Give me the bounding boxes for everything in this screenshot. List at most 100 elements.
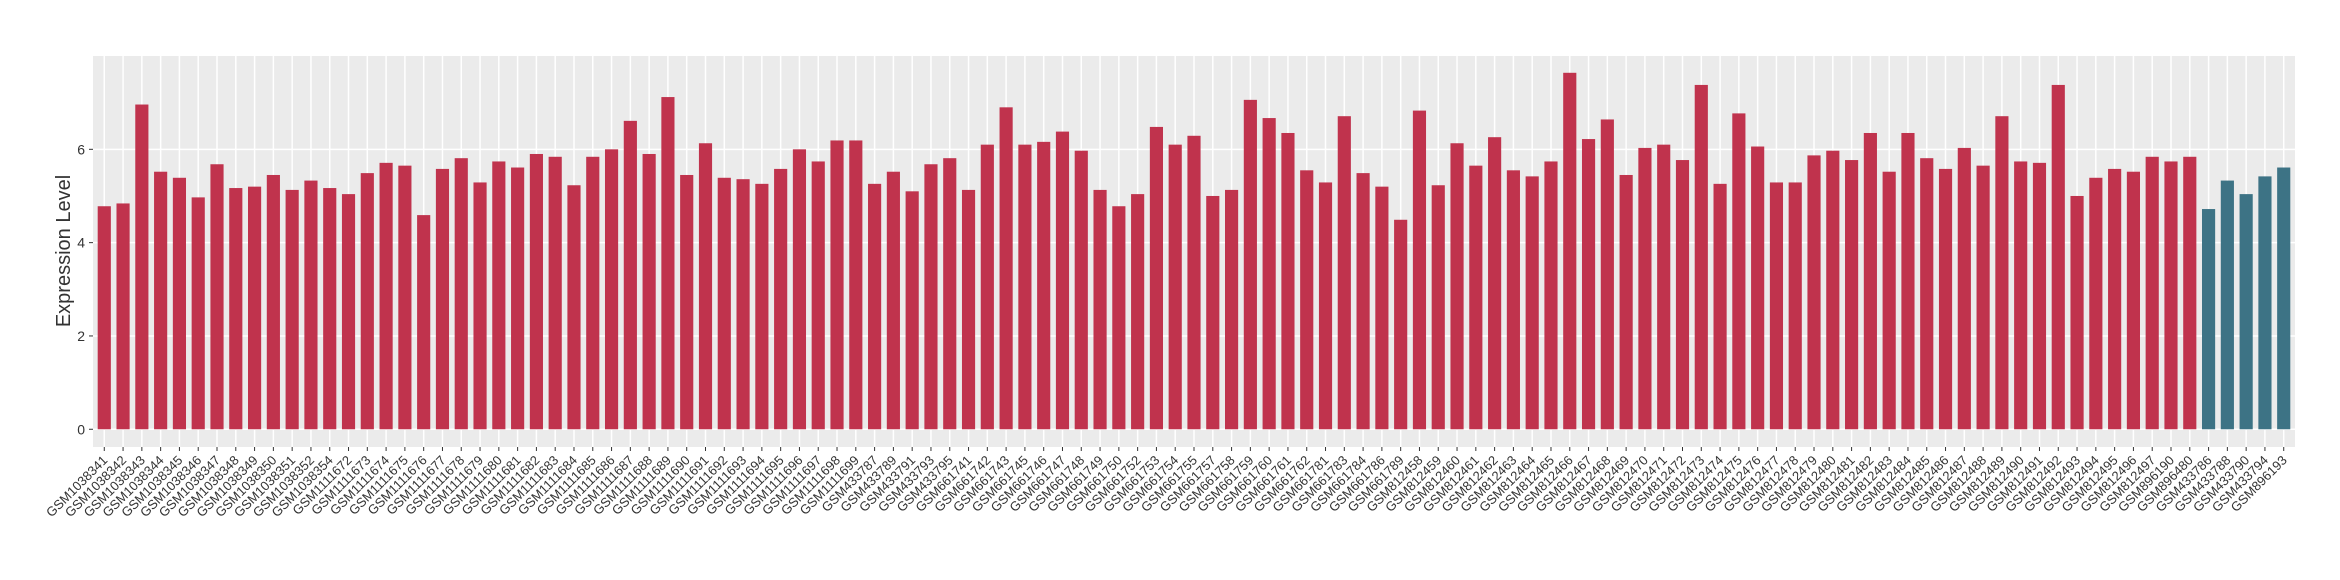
bar xyxy=(304,180,318,430)
bar xyxy=(341,194,356,430)
bar xyxy=(1206,195,1220,430)
y-tick-label: 0 xyxy=(77,421,85,437)
bar xyxy=(172,177,187,430)
bar xyxy=(774,168,788,430)
bar xyxy=(1375,186,1389,430)
bar xyxy=(1412,110,1427,430)
bar xyxy=(1920,158,1934,430)
bar xyxy=(811,161,825,430)
bar xyxy=(1845,160,1859,430)
bar xyxy=(1131,194,1145,430)
bar xyxy=(1657,144,1671,430)
bar xyxy=(1337,116,1351,430)
bar xyxy=(454,158,468,430)
bar xyxy=(943,158,957,430)
bar xyxy=(736,179,750,430)
bar xyxy=(266,174,280,430)
bar xyxy=(623,120,637,430)
bar xyxy=(792,149,807,430)
bar xyxy=(1469,165,1483,430)
bar xyxy=(980,144,994,430)
bar xyxy=(1431,185,1445,430)
bar xyxy=(661,97,675,430)
bar xyxy=(1807,155,1821,430)
bar xyxy=(1281,132,1295,430)
bar xyxy=(2258,176,2272,430)
y-tick-label: 6 xyxy=(77,141,85,157)
bar xyxy=(999,107,1013,430)
bar xyxy=(2014,161,2028,430)
bar xyxy=(755,183,769,430)
bar xyxy=(529,153,543,430)
bar xyxy=(1018,144,1032,430)
bar xyxy=(1318,182,1333,430)
bar xyxy=(680,174,694,430)
bar xyxy=(210,164,224,430)
bar xyxy=(1225,189,1239,430)
bar xyxy=(1732,113,1746,430)
bar xyxy=(1751,146,1765,430)
bar xyxy=(1938,168,1953,430)
bar xyxy=(1262,118,1276,430)
bar xyxy=(1074,150,1088,430)
y-tick-label: 4 xyxy=(77,235,85,251)
bar xyxy=(1168,144,1182,430)
bar xyxy=(868,183,882,430)
bar xyxy=(1112,206,1126,430)
bar xyxy=(1300,170,1314,430)
bar xyxy=(323,188,337,430)
bar xyxy=(1149,126,1163,430)
bar xyxy=(849,140,863,430)
bar xyxy=(1882,171,1896,430)
bar xyxy=(2108,168,2122,430)
bar xyxy=(1055,131,1070,430)
bar xyxy=(1901,132,1915,430)
bar xyxy=(2201,209,2216,430)
bar xyxy=(1957,147,1971,430)
bar xyxy=(1450,143,1464,430)
bar xyxy=(154,171,168,430)
bar xyxy=(2126,171,2140,430)
bar xyxy=(1769,182,1784,430)
bar xyxy=(2220,180,2234,430)
bar xyxy=(379,162,393,430)
bar xyxy=(1544,161,1558,430)
bar xyxy=(830,140,844,430)
bar xyxy=(1694,84,1708,430)
bar xyxy=(2089,177,2103,430)
bar xyxy=(1356,173,1370,430)
bar xyxy=(698,143,713,430)
bar xyxy=(1093,189,1107,430)
bar xyxy=(2051,84,2065,430)
bar xyxy=(1187,135,1201,430)
bar xyxy=(248,186,262,430)
bar xyxy=(548,156,562,430)
bar xyxy=(1675,160,1690,430)
bar xyxy=(435,168,450,430)
bar xyxy=(1863,132,1877,430)
bar xyxy=(1525,176,1539,430)
bar xyxy=(1619,174,1633,430)
bar xyxy=(229,188,243,430)
bar xyxy=(97,206,111,430)
y-axis-title: Expression Level xyxy=(53,175,75,327)
bar xyxy=(2145,156,2159,430)
bar xyxy=(398,165,412,430)
bar xyxy=(492,161,506,430)
bar xyxy=(1600,119,1614,430)
bar xyxy=(135,104,149,430)
bar xyxy=(511,167,525,430)
bar xyxy=(285,189,299,430)
bar xyxy=(717,177,731,430)
bar xyxy=(1243,99,1257,430)
bar xyxy=(116,203,130,430)
bar xyxy=(586,156,600,430)
bar xyxy=(360,173,374,430)
y-tick-label: 2 xyxy=(77,328,85,344)
bar xyxy=(1826,150,1840,430)
bar xyxy=(1563,72,1577,430)
bar xyxy=(1037,141,1051,430)
bar xyxy=(961,189,976,430)
bar xyxy=(886,171,900,430)
